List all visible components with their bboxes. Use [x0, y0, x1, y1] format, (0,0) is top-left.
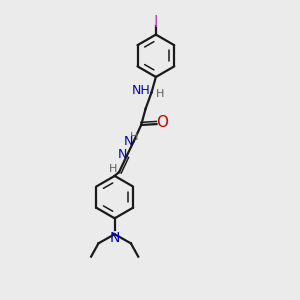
Text: NH: NH: [131, 84, 150, 97]
Text: H: H: [156, 89, 164, 99]
Text: N: N: [110, 231, 120, 245]
Text: H: H: [130, 132, 139, 142]
Text: H: H: [108, 164, 117, 173]
Text: N: N: [123, 135, 133, 148]
Text: I: I: [154, 15, 158, 30]
Text: N: N: [118, 148, 127, 160]
Text: O: O: [156, 116, 168, 130]
